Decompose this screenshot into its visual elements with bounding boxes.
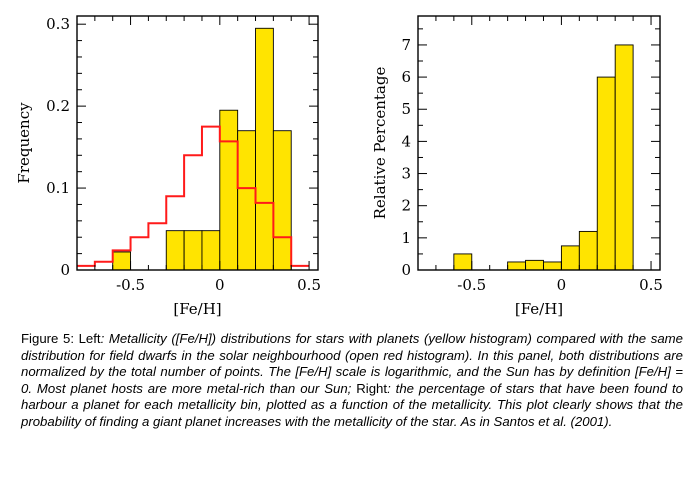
caption-figure-label: Figure 5: [21, 331, 74, 346]
y-tick-label: 0.1 [46, 179, 70, 197]
histogram-bar [219, 109, 239, 271]
y-tick-label: 0.2 [46, 97, 70, 115]
caption-right-text: : the percentage of stars that have been… [21, 380, 683, 429]
y-axis-label: Frequency [15, 102, 33, 184]
y-tick-label: 0 [60, 261, 70, 279]
x-tick-label: 0 [215, 276, 225, 294]
histogram-bar [453, 253, 473, 271]
x-tick-label: -0.5 [116, 276, 145, 294]
x-tick-label: 0.5 [639, 276, 663, 294]
x-axis-label: [Fe/H] [173, 300, 221, 318]
x-tick-label: 0 [557, 276, 567, 294]
caption-left-label: Left [73, 331, 101, 346]
histogram-bar [237, 130, 256, 271]
y-tick-label: 3 [401, 165, 411, 183]
left-panel: -0.5 0 0.5 0 0.1 0.2 0.3 [Fe/H] Frequency [15, 15, 321, 318]
right-panel: -0.5 0 0.5 0 1 2 3 4 5 6 7 [Fe/H] Relative Percentag… [371, 15, 663, 318]
histogram-bar [560, 245, 580, 271]
y-tick-label: 4 [401, 132, 411, 150]
plot-frame [417, 15, 661, 271]
x-tick-label: 0.5 [297, 276, 321, 294]
y-tick-label: 7 [401, 36, 411, 54]
histogram-bar [112, 251, 132, 271]
histogram-bar [614, 44, 634, 271]
histogram-bar [272, 130, 292, 271]
x-axis-label: [Fe/H] [515, 300, 563, 318]
y-tick-label: 0.3 [46, 15, 70, 33]
caption-right-label: Right [356, 380, 388, 396]
y-tick-label: 1 [401, 229, 411, 247]
y-tick-label: 6 [401, 68, 411, 86]
plot-frame [76, 15, 319, 271]
x-tick-label: -0.5 [457, 276, 486, 294]
histogram-bar [543, 261, 562, 271]
histogram-bar [255, 27, 274, 271]
histogram-bar [596, 76, 616, 271]
figure-caption: Figure 5: Left: Metallicity ([Fe/H]) dis… [21, 331, 683, 431]
histogram-bar [578, 230, 598, 271]
histogram-bar [525, 259, 544, 271]
histogram-bar [507, 261, 527, 271]
y-tick-label: 2 [401, 197, 411, 215]
histogram-bar [183, 230, 203, 271]
caption-left-text: : Metallicity ([Fe/H]) distributions for… [21, 331, 683, 396]
y-tick-label: 5 [401, 100, 411, 118]
histogram-bar [201, 230, 221, 271]
histogram-bar [165, 230, 185, 271]
y-tick-label: 0 [401, 261, 411, 279]
figure: -0.5 0 0.5 0 0.1 0.2 0.3 [Fe/H] Frequency -0.5 0 0… [15, 15, 663, 318]
open-histogram-line [77, 125, 310, 267]
y-axis-label: Relative Percentage [371, 67, 389, 220]
